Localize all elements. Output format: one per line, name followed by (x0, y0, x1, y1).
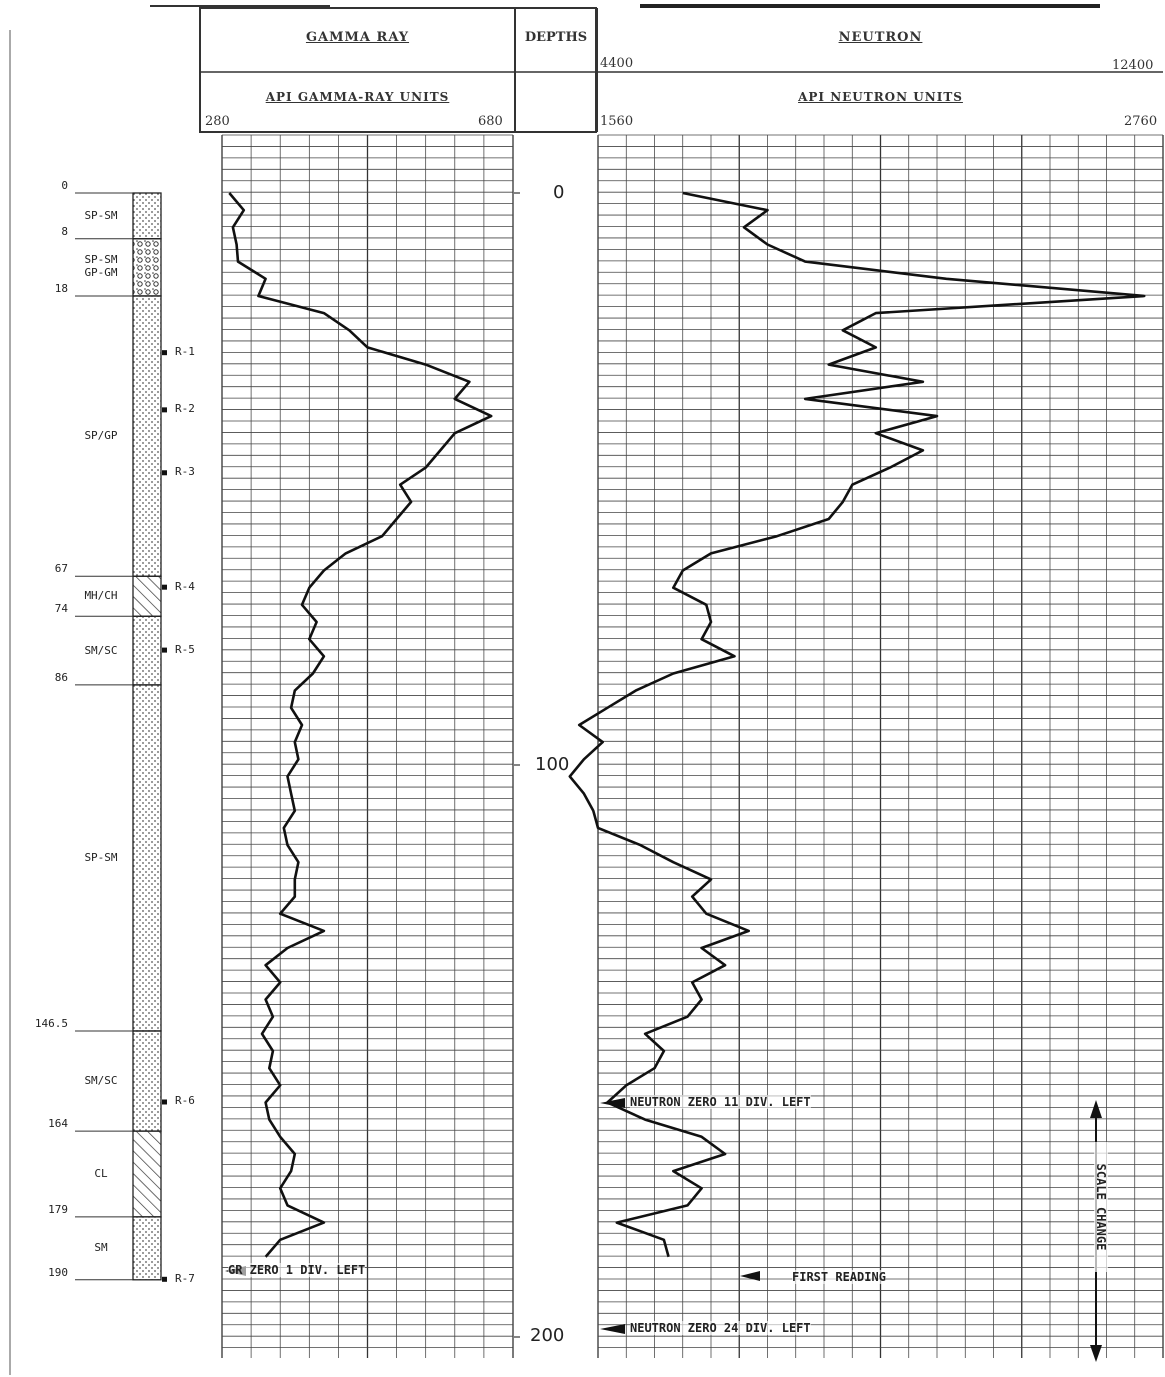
arrow-up-icon (1090, 1100, 1102, 1118)
lithology-depth-label: 164 (48, 1117, 68, 1131)
lithology-unit-label: SP-SM GP-GM (84, 253, 118, 280)
arrow-left-icon (600, 1098, 625, 1108)
lithology-depth-label: 18 (54, 281, 68, 295)
lithology-depth-label: 86 (54, 670, 68, 684)
lithology-depth-label: 0 (61, 179, 68, 192)
lithology-unit (132, 1130, 162, 1218)
sample-marker (162, 584, 167, 590)
lithology-unit-label: CL (94, 1166, 108, 1180)
lithology-depth-label: 190 (48, 1265, 68, 1279)
sample-label: R-6 (175, 1094, 195, 1108)
first-reading-annotation: FIRST READING (792, 1270, 886, 1284)
sample-label: R-3 (175, 465, 195, 479)
lithology-unit-label: MH/CH (84, 589, 118, 603)
lithology-unit (132, 615, 162, 686)
lithology-unit (132, 238, 162, 297)
sample-label: R-4 (175, 579, 195, 593)
neutron-scale-min: 1560 (600, 114, 634, 129)
depth-label-100: 100 (535, 754, 570, 775)
lithology-unit-label: SM/SC (84, 643, 118, 657)
neutron-title: NEUTRON (838, 30, 923, 45)
sample-label: R-2 (175, 402, 195, 416)
sample-marker (162, 350, 167, 356)
neutron-scale-max: 2760 (1124, 114, 1158, 129)
neutron-units-label: API NEUTRON UNITS (798, 90, 963, 104)
arrow-left-icon (740, 1271, 760, 1281)
lithology-unit (132, 295, 162, 577)
lithology-unit (132, 192, 162, 240)
lithology-unit-label: SP/GP (84, 429, 118, 443)
sample-marker (162, 1099, 167, 1105)
lithology-unit-label: SM/SC (84, 1074, 118, 1088)
gamma-header-box (199, 7, 597, 133)
neutron-top-scale-max: 12400 (1112, 58, 1154, 73)
gamma-ray-scale-min: 280 (205, 114, 230, 129)
sample-label: R-5 (175, 642, 195, 656)
lithology-unit (132, 1030, 162, 1132)
lithology-depth-label: 74 (54, 602, 68, 616)
gamma-ray-units-label: API GAMMA-RAY UNITS (265, 90, 450, 104)
arrow-down-icon (1090, 1345, 1102, 1362)
lithology-unit-label: SM (94, 1241, 108, 1255)
sample-marker (162, 470, 167, 476)
lithology-unit (132, 684, 162, 1032)
lithology-depth-label: 67 (54, 562, 68, 576)
depth-label-0: 0 (553, 182, 565, 203)
lithology-unit-label: SP-SM (84, 850, 118, 864)
neutron-zero-annotation-1: NEUTRON ZERO 11 DIV. LEFT (630, 1095, 811, 1109)
scale-change-annotation: SCALE CHANGE (1094, 1142, 1108, 1272)
gamma-ray-title: GAMMA RAY (305, 30, 410, 45)
lithology-unit (132, 575, 162, 617)
gamma-ray-scale-max: 680 (478, 114, 503, 129)
neutron-top-scale-min: 4400 (600, 56, 634, 71)
sample-marker (162, 407, 167, 413)
depths-title: DEPTHS (524, 30, 588, 45)
neutron-zero-annotation-2: NEUTRON ZERO 24 DIV. LEFT (630, 1321, 811, 1335)
lithology-depth-label: 146.5 (34, 1016, 68, 1030)
sample-label: R-1 (175, 345, 195, 359)
arrow-left-icon (600, 1324, 625, 1334)
lithology-unit-label: SP-SM (84, 208, 118, 222)
gr-zero-annotation: GR ZERO 1 DIV. LEFT (228, 1263, 366, 1277)
lithology-depth-label: 8 (61, 224, 68, 238)
sample-marker (162, 1276, 167, 1282)
sample-label: R-7 (175, 1271, 195, 1285)
sample-marker (162, 647, 167, 653)
depth-label-200: 200 (530, 1325, 565, 1346)
lithology-unit (132, 1216, 162, 1281)
lithology-depth-label: 179 (48, 1202, 68, 1216)
